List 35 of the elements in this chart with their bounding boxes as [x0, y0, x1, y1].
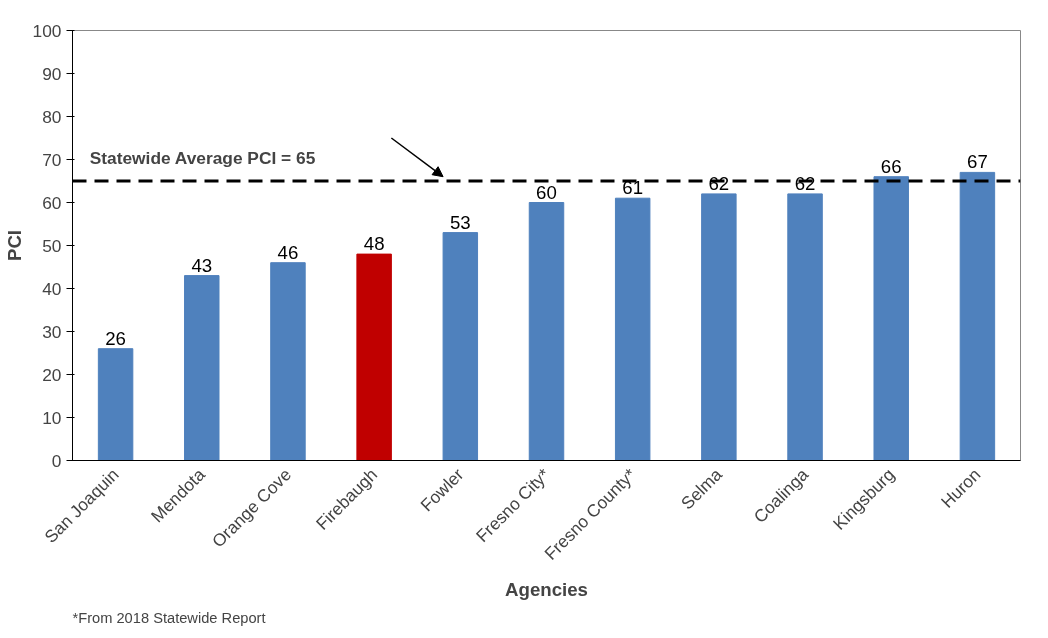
text: *From 2018 Statewide Report — [72, 609, 266, 626]
data-label: 53 — [449, 211, 471, 233]
bar — [184, 275, 220, 461]
data-label: 61 — [622, 177, 644, 199]
ref-line-label: Statewide Average PCI = 65 — [89, 148, 316, 169]
bar — [701, 193, 737, 461]
y-tick-label: 30 — [42, 321, 62, 342]
y-tick-label: 20 — [42, 364, 62, 385]
bar — [97, 348, 134, 461]
data-label: 60 — [536, 181, 557, 203]
y-tick-label: 40 — [42, 278, 62, 299]
data-label: 26 — [105, 327, 126, 349]
y-tick-label: 50 — [42, 235, 62, 256]
y-tick-label: 100 — [32, 20, 62, 41]
y-tick-label: 0 — [51, 450, 62, 471]
bar — [270, 262, 306, 461]
y-tick-label: 70 — [42, 149, 62, 170]
y-tick-label: 90 — [42, 63, 62, 84]
data-label: 66 — [880, 155, 902, 177]
bar — [528, 202, 565, 461]
data-label: 67 — [967, 151, 988, 173]
y-tick-label: 60 — [42, 192, 62, 213]
bar — [356, 253, 392, 461]
bar — [959, 171, 996, 461]
y-tick-label: 10 — [42, 407, 62, 428]
y-axis-title: PCI — [3, 229, 25, 262]
y-tick-label: 80 — [42, 106, 62, 127]
x-axis-title: Agencies — [505, 578, 588, 600]
bar — [873, 176, 909, 461]
bar — [787, 193, 823, 461]
data-label: 48 — [363, 233, 385, 255]
data-label: 43 — [191, 254, 213, 276]
bar — [614, 197, 651, 461]
data-label: 46 — [277, 241, 299, 263]
bar — [442, 232, 479, 461]
